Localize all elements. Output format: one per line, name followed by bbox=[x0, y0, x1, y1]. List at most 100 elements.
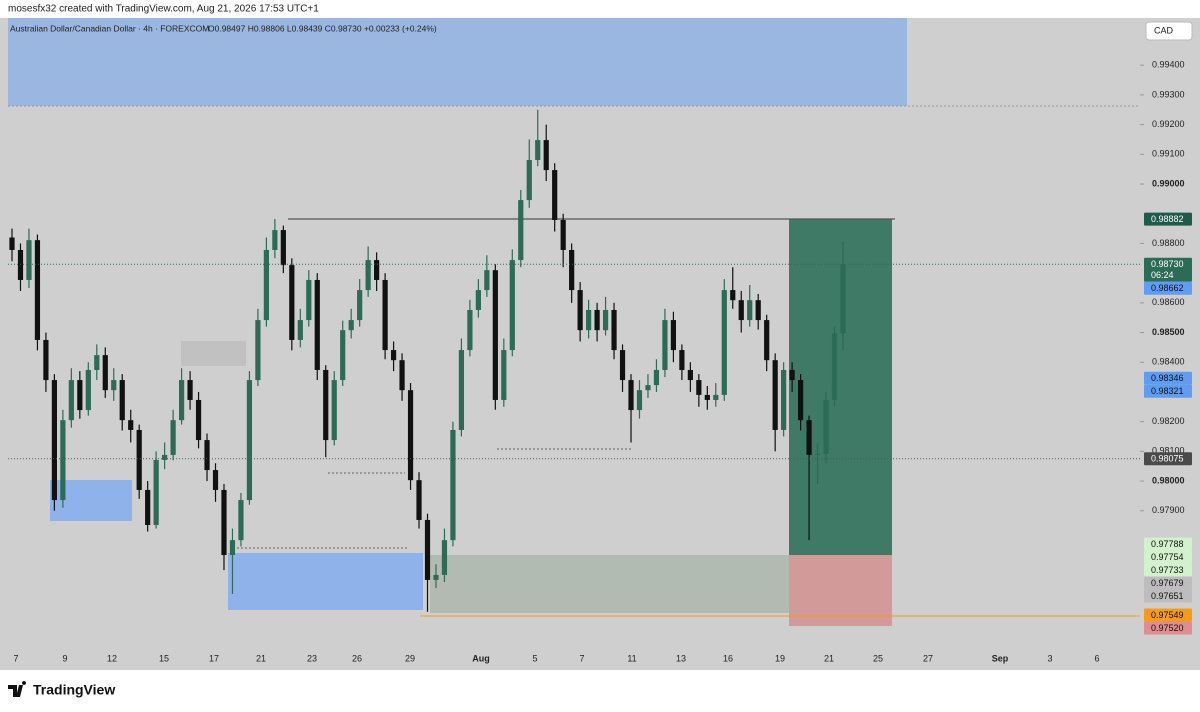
y-tick-label: 0.98000 bbox=[1152, 475, 1185, 485]
x-tick-label: 29 bbox=[405, 653, 415, 663]
price-label-bg bbox=[1144, 452, 1192, 466]
candle-body bbox=[128, 420, 134, 430]
price-label-bg bbox=[1144, 563, 1192, 577]
currency-button[interactable] bbox=[1145, 21, 1193, 41]
currency[interactable]: CAD bbox=[1154, 25, 1174, 35]
candle-body bbox=[9, 237, 15, 250]
price-label: 0.97679 bbox=[1151, 578, 1184, 588]
candle-body bbox=[552, 170, 558, 220]
candle-body bbox=[102, 355, 108, 391]
price-label: 0.98662 bbox=[1151, 283, 1184, 293]
candle-body bbox=[831, 333, 838, 400]
x-tick-label: 26 bbox=[352, 653, 362, 663]
candle-body bbox=[679, 350, 685, 370]
candle-body bbox=[687, 369, 693, 381]
candle-body bbox=[365, 260, 371, 291]
candle-body bbox=[713, 394, 719, 400]
price-label-bg bbox=[1144, 621, 1192, 635]
price-label-bg bbox=[1144, 576, 1192, 590]
logo bbox=[8, 681, 27, 697]
x-tick-label: 13 bbox=[676, 653, 686, 663]
candle-body bbox=[509, 260, 515, 351]
header: mosesfx32 created with TradingView.com, … bbox=[8, 4, 319, 15]
price-label: 0.97754 bbox=[1151, 552, 1184, 562]
candle-body bbox=[645, 385, 651, 391]
price-label-bg bbox=[1144, 212, 1192, 226]
candle-body bbox=[543, 140, 549, 171]
candle-body bbox=[602, 309, 609, 331]
candle-body bbox=[255, 320, 261, 381]
candle-body bbox=[789, 369, 795, 381]
y-tick-label: 0.99200 bbox=[1152, 119, 1185, 129]
price-label: 0.97788 bbox=[1151, 539, 1184, 549]
candle-body bbox=[501, 350, 507, 400]
x-tick-label: 16 bbox=[723, 653, 733, 663]
candle-body bbox=[382, 279, 388, 351]
candle-body bbox=[594, 309, 600, 331]
price-label: 0.98321 bbox=[1151, 386, 1184, 396]
candle-body bbox=[738, 300, 744, 321]
candle-body bbox=[569, 249, 575, 291]
candle-body bbox=[221, 489, 227, 556]
candle-body bbox=[755, 300, 761, 321]
x-tick-label: 5 bbox=[532, 653, 537, 663]
x-tick-label: 9 bbox=[62, 653, 67, 663]
candle-body bbox=[323, 369, 329, 441]
candle-body bbox=[187, 380, 193, 400]
candle-body bbox=[357, 290, 363, 321]
x-tick-label: Sep bbox=[992, 653, 1009, 663]
candle-body bbox=[17, 249, 24, 280]
candle-body bbox=[34, 240, 41, 340]
candle-body bbox=[704, 394, 710, 400]
y-tick-label: 0.99300 bbox=[1152, 89, 1185, 99]
stop-zone bbox=[789, 555, 892, 626]
candle-body bbox=[374, 260, 380, 280]
candle-body bbox=[535, 140, 541, 160]
candle-body bbox=[229, 540, 236, 556]
zone bbox=[430, 555, 858, 613]
price-label: 0.98882 bbox=[1151, 214, 1184, 224]
candle-body bbox=[416, 480, 422, 520]
x-tick-label: 3 bbox=[1047, 653, 1052, 663]
y-tick-label: 0.98400 bbox=[1152, 357, 1185, 367]
price-label: 0.98075 bbox=[1151, 454, 1184, 464]
x-tick-label: 27 bbox=[923, 653, 933, 663]
candle-body bbox=[628, 380, 634, 411]
candle-body bbox=[747, 300, 753, 321]
price-label: 0.98346 bbox=[1151, 373, 1184, 383]
candle-body bbox=[289, 265, 295, 340]
candle-body bbox=[68, 380, 74, 421]
x-tick-label: 25 bbox=[873, 653, 883, 663]
y-tick-label: 0.99000 bbox=[1152, 178, 1185, 188]
candle-body bbox=[195, 399, 202, 441]
candle-body bbox=[636, 390, 643, 411]
y-tick-label: 0.98600 bbox=[1152, 297, 1185, 307]
candle-body bbox=[314, 279, 320, 370]
candle-body bbox=[94, 355, 100, 370]
candle-body bbox=[162, 454, 168, 460]
candle-body bbox=[475, 290, 481, 310]
candle-body bbox=[450, 429, 456, 541]
countdown: 06:24 bbox=[1151, 270, 1174, 280]
candle-body bbox=[662, 320, 668, 370]
price-label-bg bbox=[1144, 281, 1192, 295]
candle-body bbox=[204, 440, 210, 471]
zone bbox=[181, 341, 246, 366]
y-tick-label: 0.98200 bbox=[1152, 416, 1185, 426]
price-label-bg bbox=[1144, 589, 1192, 603]
price-label: 0.97520 bbox=[1151, 623, 1184, 633]
price-label-bg bbox=[1144, 537, 1192, 551]
candle-body bbox=[781, 369, 787, 430]
x-tick-label: 21 bbox=[824, 653, 834, 663]
candle-body bbox=[772, 360, 778, 430]
y-tick-label: 0.99400 bbox=[1152, 60, 1185, 70]
candle-body bbox=[823, 399, 829, 454]
price-label-bg bbox=[1144, 384, 1192, 398]
x-tick-label: 21 bbox=[256, 653, 266, 663]
candle-body bbox=[178, 380, 185, 421]
y-tick-label: 0.99100 bbox=[1152, 149, 1185, 159]
candle-body bbox=[119, 380, 125, 421]
candle-body bbox=[85, 369, 91, 411]
candle-body bbox=[153, 459, 159, 526]
